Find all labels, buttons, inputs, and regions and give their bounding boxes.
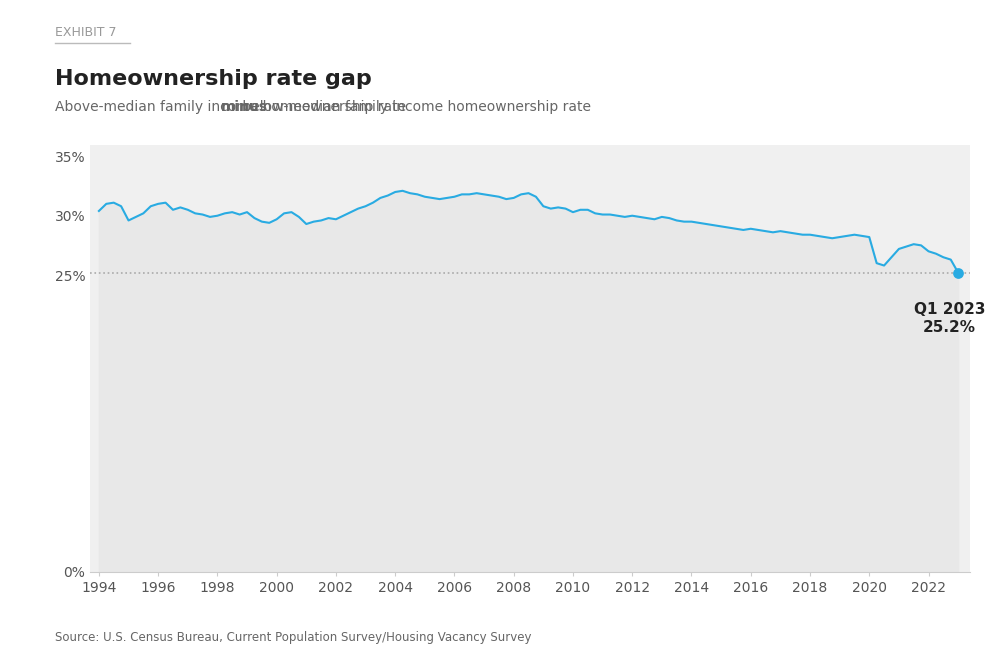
Text: minus: minus xyxy=(220,100,267,114)
Text: below-median family income homeownership rate: below-median family income homeownership… xyxy=(238,100,591,114)
Text: Homeownership rate gap: Homeownership rate gap xyxy=(55,69,372,89)
Text: Above-median family income homeownership rate: Above-median family income homeownership… xyxy=(55,100,411,114)
Text: Source: U.S. Census Bureau, Current Population Survey/Housing Vacancy Survey: Source: U.S. Census Bureau, Current Popu… xyxy=(55,631,532,644)
Point xyxy=(950,267,966,278)
Text: EXHIBIT 7: EXHIBIT 7 xyxy=(55,26,116,39)
Text: Q1 2023
25.2%: Q1 2023 25.2% xyxy=(914,302,985,334)
